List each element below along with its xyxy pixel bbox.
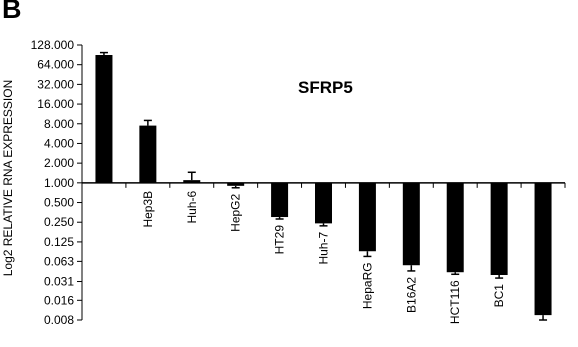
bar	[227, 182, 245, 186]
category-label: Huh-7	[317, 232, 331, 265]
bar	[271, 182, 289, 218]
category-label: Huh-6	[185, 191, 199, 224]
y-tick-label: 0.063	[44, 254, 74, 268]
panel-label: B	[2, 0, 22, 24]
category-label: HepaRG	[360, 262, 374, 309]
x-axis	[81, 182, 566, 188]
y-tick-label: 16.000	[37, 97, 74, 111]
y-tick-label: 4.000	[44, 136, 74, 150]
bar	[95, 55, 113, 183]
y-axis: 128.000 64.000 32.000 16.000 8.000 4.000 2.000…	[31, 38, 83, 327]
y-tick-label: 0.250	[44, 215, 74, 229]
y-tick-label: 32.000	[37, 77, 74, 91]
category-label: BC2	[536, 290, 550, 314]
y-tick-label: 0.125	[44, 235, 74, 249]
y-tick-label: 2.000	[44, 156, 74, 170]
bar	[446, 182, 464, 273]
y-tick-label: 0.031	[44, 275, 74, 289]
category-label: Hep3B	[141, 191, 155, 228]
category-label: HCT116	[448, 280, 462, 324]
category-label: HepG2	[229, 193, 243, 231]
y-tick-label: 8.000	[44, 117, 74, 131]
y-tick-label: 0.008	[44, 313, 74, 327]
category-label: HT29	[273, 225, 287, 255]
bar	[534, 182, 552, 316]
bars	[95, 51, 552, 321]
category-label: BC1	[492, 284, 506, 308]
y-tick-label: 1.000	[44, 176, 74, 190]
category-label: Normal liver	[97, 61, 111, 125]
y-tick-label: 128.000	[31, 38, 75, 52]
bar	[358, 182, 376, 252]
category-label: B16A2	[404, 277, 418, 313]
y-axis-label: Log2 RELATIVE RNA EXPRESSION	[1, 80, 15, 277]
bar	[490, 182, 508, 275]
bar	[139, 125, 157, 183]
category-labels: Normal liver Hep3B Huh-6 HepG2 HT29 Huh-7 Hepa…	[97, 61, 550, 324]
chart-title: SFRP5	[298, 78, 353, 97]
y-tick-label: 64.000	[37, 58, 74, 72]
bar	[402, 182, 420, 266]
y-tick-label: 0.500	[44, 196, 74, 210]
bar	[315, 182, 332, 224]
y-tick-label: 0.016	[44, 293, 74, 307]
bar	[183, 180, 201, 183]
